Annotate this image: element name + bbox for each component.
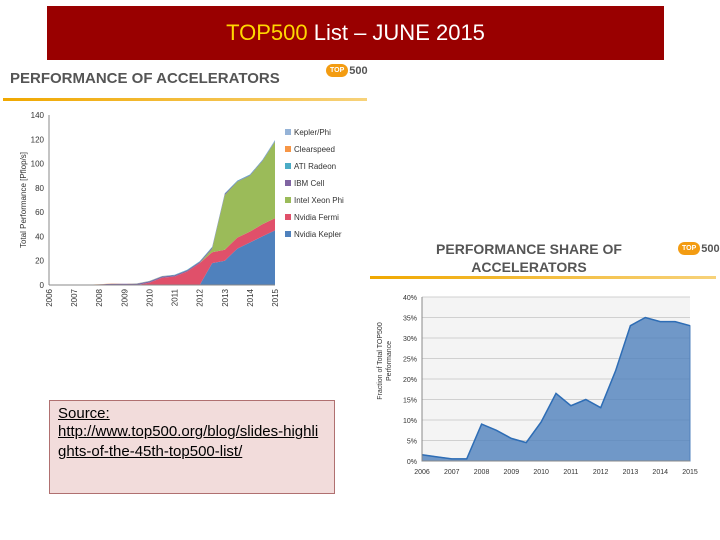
area-nvidia-kepler	[49, 230, 275, 285]
x-tick-label: 2008	[474, 469, 490, 476]
area-line-share	[421, 316, 691, 460]
x-tick-label: 2009	[504, 469, 520, 476]
y-tick-label: 100	[31, 160, 45, 169]
legend-swatch-nvidia-fermi	[285, 214, 291, 220]
y-tick-label: 15%	[403, 398, 417, 405]
legend-swatch-intel-xeon-phi	[285, 197, 291, 203]
y-tick-label: 20	[35, 257, 44, 266]
x-tick-label: 2014	[652, 469, 668, 476]
legend-swatch-kepler-phi	[285, 129, 291, 135]
legend-label-nvidia-fermi: Nvidia Fermi	[294, 213, 339, 222]
legend-swatch-nvidia-kepler	[285, 231, 291, 237]
top500-logo-2-badge: TOP	[678, 242, 701, 255]
y-axis-label: Total Performance [Pflop/s]	[19, 152, 28, 248]
x-tick-label: 2014	[246, 288, 255, 306]
y-axis-label: Performance	[386, 341, 393, 381]
chart1-divider	[3, 98, 367, 101]
chart1-title: PERFORMANCE OF ACCELERATORS	[10, 70, 280, 87]
x-tick-label: 2010	[145, 288, 154, 306]
source-link[interactable]: http://www.top500.org/blog/slides-highli…	[58, 423, 319, 460]
y-tick-label: 140	[31, 111, 45, 120]
slide-title-rest: List – JUNE 2015	[307, 20, 485, 45]
y-tick-label: 0	[40, 281, 45, 290]
legend-swatch-ibm-cell	[285, 180, 291, 186]
x-tick-label: 2011	[563, 469, 578, 476]
y-tick-label: 5%	[407, 439, 417, 446]
y-tick-label: 80	[35, 184, 44, 193]
top500-logo: TOP 500	[326, 64, 368, 77]
area-intel-xeon-phi	[49, 141, 275, 285]
x-tick-label: 2007	[70, 288, 79, 306]
y-tick-label: 20%	[403, 377, 417, 384]
x-tick-label: 2012	[196, 288, 205, 306]
legend-label-ati-radeon: ATI Radeon	[294, 162, 336, 171]
x-tick-label: 2008	[95, 288, 104, 306]
slide-title: TOP500 List – JUNE 2015	[47, 6, 664, 60]
y-tick-label: 25%	[403, 357, 417, 364]
area-nvidia-fermi	[49, 218, 275, 285]
x-tick-label: 2006	[45, 288, 54, 306]
top500-logo-2: TOP 500	[678, 242, 720, 255]
y-tick-label: 60	[35, 208, 44, 217]
y-tick-label: 35%	[403, 316, 417, 323]
legend-swatch-clearspeed	[285, 146, 291, 152]
y-tick-label: 40%	[403, 295, 417, 302]
x-tick-label: 2006	[414, 469, 430, 476]
chart1-performance-of-accelerators: 0 20 40 60 80 100 120 140 2006 2007 2008 2009 2010 20…	[19, 111, 344, 307]
legend-swatch-ati-radeon	[285, 163, 291, 169]
x-tick-label: 2009	[120, 288, 129, 306]
y-tick-label: 0%	[407, 459, 417, 466]
top500-logo-number: 500	[349, 64, 368, 77]
x-tick-label: 2013	[221, 288, 230, 306]
source-box: Source: http://www.top500.org/blog/slide…	[49, 400, 335, 494]
x-tick-label: 2010	[533, 469, 549, 476]
legend-label-nvidia-kepler: Nvidia Kepler	[294, 230, 342, 239]
x-tick-label: 2012	[593, 469, 609, 476]
slide-title-top500: TOP500	[226, 20, 308, 45]
y-tick-label: 120	[31, 135, 45, 144]
legend-label-intel-xeon-phi: Intel Xeon Phi	[294, 196, 344, 205]
y-tick-label: 10%	[403, 418, 417, 425]
x-tick-label: 2013	[623, 469, 639, 476]
x-tick-label: 2011	[171, 288, 180, 306]
legend-label-kepler-phi: Kepler/Phi	[294, 128, 331, 137]
x-tick-label: 2015	[271, 288, 280, 306]
x-tick-label: 2007	[444, 469, 460, 476]
source-label: Source:	[58, 405, 110, 422]
chart2-divider	[370, 276, 716, 279]
top500-logo-badge: TOP	[326, 64, 349, 77]
top500-logo-2-number: 500	[701, 242, 720, 255]
y-tick-label: 40	[35, 232, 44, 241]
y-axis-label: Fraction of Total TOP500	[377, 322, 384, 400]
y-tick-label: 30%	[403, 336, 417, 343]
x-tick-label: 2015	[682, 469, 698, 476]
legend-label-clearspeed: Clearspeed	[294, 145, 335, 154]
chart2-title: PERFORMANCE SHARE OF ACCELERATORS	[436, 241, 622, 275]
legend-label-ibm-cell: IBM Cell	[294, 179, 324, 188]
chart2-performance-share: 0% 5% 10% 15% 20% 25% 30% 35% 40% 2006 2007 2008 200…	[377, 295, 698, 476]
